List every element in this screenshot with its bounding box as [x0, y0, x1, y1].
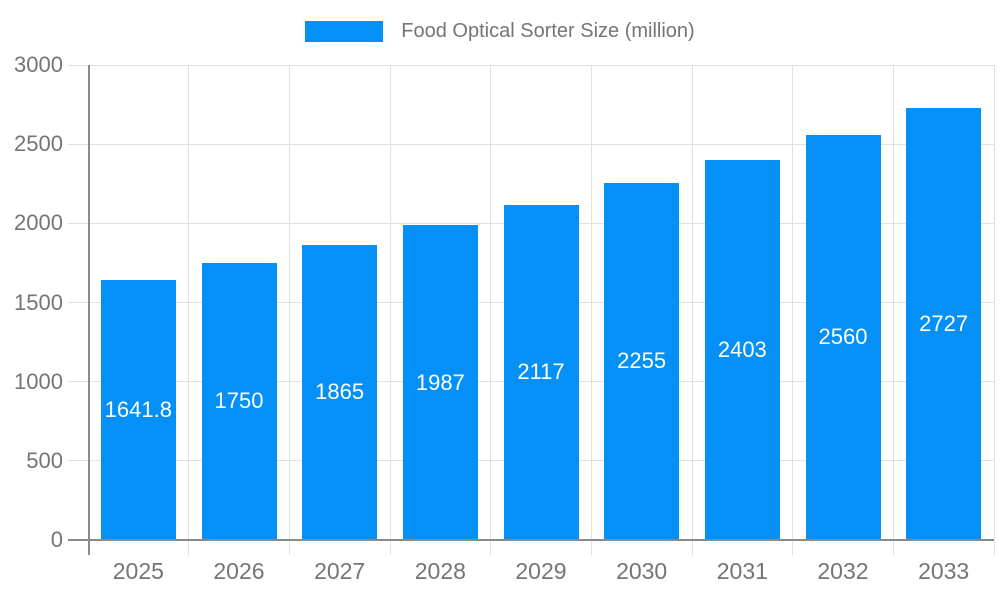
- x-tick-label: 2033: [918, 558, 970, 584]
- x-gridline: [188, 65, 190, 555]
- x-gridline: [490, 65, 492, 555]
- y-axis-line: [88, 65, 90, 555]
- x-gridline: [792, 65, 794, 555]
- x-gridline: [389, 65, 391, 555]
- legend-label: Food Optical Sorter Size (million): [401, 19, 695, 42]
- y-gridline: [68, 64, 994, 66]
- x-gridline: [288, 65, 290, 555]
- x-gridline: [993, 65, 995, 555]
- x-axis-line: [68, 539, 994, 541]
- bar-2028[interactable]: [402, 225, 478, 540]
- bar-2031[interactable]: [704, 159, 780, 540]
- y-tick-label: 2000: [14, 210, 63, 236]
- bar-2025[interactable]: [100, 280, 176, 540]
- x-tick-label: 2027: [314, 558, 366, 584]
- plot-area: 1641.8 1750 1865 1987 2117 2255 2403 2560 2727: [68, 64, 995, 555]
- bar-2033[interactable]: [906, 108, 982, 540]
- x-tick-label: 2031: [716, 558, 768, 584]
- x-tick-label: 2025: [112, 558, 164, 584]
- x-tick-label: 2026: [213, 558, 265, 584]
- y-gridline: [68, 143, 994, 145]
- y-tick-label: 500: [26, 447, 63, 473]
- x-tick-label: 2032: [817, 558, 869, 584]
- y-tick-label: 3000: [14, 52, 63, 77]
- bar-2032[interactable]: [805, 134, 881, 540]
- y-tick-label: 2500: [14, 131, 63, 157]
- x-tick-label: 2029: [515, 558, 567, 584]
- bar-2030[interactable]: [604, 182, 680, 540]
- bar-2027[interactable]: [302, 244, 378, 540]
- legend-swatch: [305, 20, 384, 42]
- bar-2029[interactable]: [503, 204, 579, 540]
- y-tick-label: 1000: [14, 368, 63, 394]
- x-gridline: [590, 65, 592, 555]
- bar-2026[interactable]: [201, 262, 277, 540]
- x-gridline: [691, 65, 693, 555]
- x-tick-label: 2028: [414, 558, 466, 584]
- x-gridline: [892, 65, 894, 555]
- x-tick-label: 2030: [616, 558, 668, 584]
- y-tick-label: 0: [50, 527, 63, 552]
- y-tick-label: 1500: [14, 289, 63, 315]
- legend[interactable]: Food Optical Sorter Size (million): [0, 19, 1000, 43]
